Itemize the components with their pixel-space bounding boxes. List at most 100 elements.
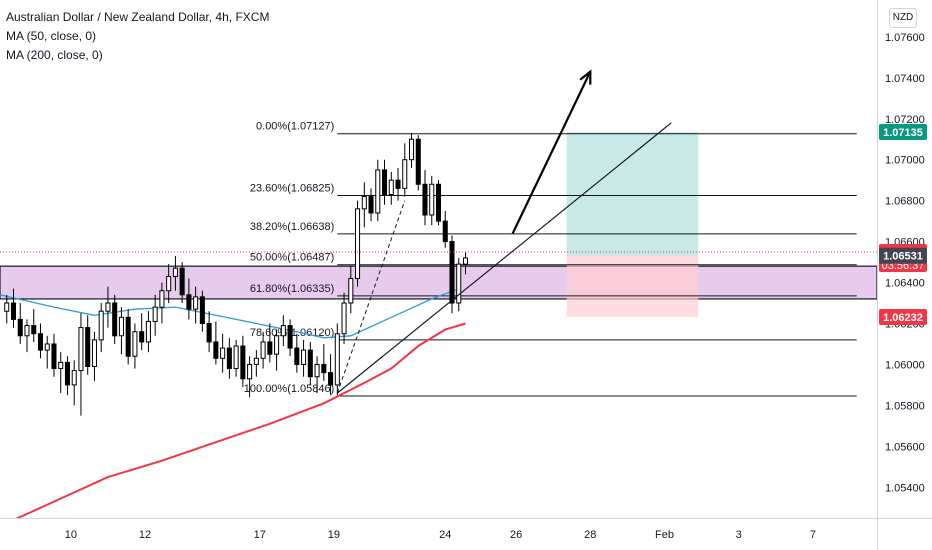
candle-body bbox=[422, 183, 428, 216]
candle-body bbox=[280, 325, 286, 337]
candle-body bbox=[415, 138, 421, 185]
support-zone-rect bbox=[0, 265, 878, 300]
fib-level-label: 100.00%(1.05846) bbox=[244, 383, 335, 395]
candle-body bbox=[361, 196, 367, 210]
candle-body bbox=[226, 347, 232, 370]
candle-body bbox=[274, 335, 280, 355]
candle-body bbox=[456, 263, 462, 304]
candle-body bbox=[166, 275, 172, 292]
trendline bbox=[336, 122, 672, 394]
candle-body bbox=[105, 302, 111, 312]
candle-body bbox=[186, 294, 192, 310]
candle-body bbox=[78, 327, 84, 372]
fib-level-label: 38.20%(1.06638) bbox=[250, 221, 334, 233]
candle-body bbox=[98, 310, 104, 341]
y-tick-label: 1.06000 bbox=[885, 359, 925, 371]
y-tick-label: 1.06400 bbox=[885, 278, 925, 290]
drawings[interactable] bbox=[0, 69, 877, 394]
candle-body bbox=[253, 357, 259, 365]
candle-body bbox=[314, 363, 320, 378]
candle-body bbox=[395, 179, 401, 189]
candle-body bbox=[294, 347, 300, 365]
ma50-legend[interactable]: MA (50, close, 0) bbox=[6, 29, 97, 43]
candle-body bbox=[348, 277, 354, 304]
candle-body bbox=[64, 361, 70, 386]
x-tick-label: 17 bbox=[254, 529, 266, 541]
y-tick-label: 1.05400 bbox=[885, 482, 925, 494]
fib-level-label: 50.00%(1.06487) bbox=[250, 252, 334, 264]
price-badge-value: 1.06531 bbox=[883, 251, 923, 263]
candle-body bbox=[4, 302, 10, 312]
price-badge-value: 1.06232 bbox=[883, 312, 923, 324]
candle-body bbox=[247, 363, 253, 380]
ma200-legend[interactable]: MA (200, close, 0) bbox=[6, 48, 103, 62]
x-tick-label: Feb bbox=[655, 529, 674, 541]
candle-body bbox=[233, 345, 239, 370]
y-tick-label: 1.07000 bbox=[885, 155, 925, 167]
x-tick-label: 3 bbox=[736, 529, 742, 541]
price-badge-value: 1.07135 bbox=[883, 127, 923, 139]
support-zone bbox=[0, 265, 878, 300]
candle-body bbox=[159, 290, 165, 308]
candle-body bbox=[71, 370, 77, 386]
candle-body bbox=[206, 322, 212, 343]
price-badge bbox=[879, 247, 927, 264]
candle-body bbox=[328, 372, 334, 386]
x-tick-label: 7 bbox=[810, 529, 816, 541]
candle-body bbox=[341, 302, 347, 335]
candle-body bbox=[44, 343, 50, 351]
candle-body bbox=[287, 325, 293, 349]
symbol-title[interactable]: Australian Dollar / New Zealand Dollar, … bbox=[6, 10, 270, 24]
candle-body bbox=[260, 341, 266, 359]
x-tick-label: 12 bbox=[139, 529, 151, 541]
ma200-path bbox=[0, 322, 466, 528]
candle-body bbox=[355, 208, 361, 279]
candle-body bbox=[10, 302, 17, 320]
candle-body bbox=[267, 341, 273, 355]
candle-body bbox=[193, 296, 199, 310]
x-tick-label: 10 bbox=[65, 529, 77, 541]
price-axis-bg bbox=[877, 0, 932, 550]
candles bbox=[4, 133, 469, 416]
fib-level-label: 23.60%(1.06825) bbox=[250, 183, 334, 195]
y-tick-label: 1.07600 bbox=[885, 32, 925, 44]
candle-body bbox=[125, 316, 131, 357]
candle-body bbox=[334, 333, 340, 386]
y-tick-label: 1.07400 bbox=[885, 73, 925, 85]
candle-body bbox=[51, 343, 57, 370]
candle-body bbox=[152, 306, 158, 322]
candle-body bbox=[388, 179, 394, 196]
candle-body bbox=[449, 241, 455, 304]
y-tick-label: 1.06800 bbox=[885, 196, 925, 208]
x-tick-label: 26 bbox=[510, 529, 522, 541]
y-tick-label: 1.07200 bbox=[885, 114, 925, 126]
time-axis-bg bbox=[0, 518, 932, 550]
fib-level-label: 61.80%(1.06335) bbox=[250, 283, 334, 295]
candle-body bbox=[462, 257, 469, 265]
candle-body bbox=[301, 349, 307, 365]
chart-legend: Australian Dollar / New Zealand Dollar, … bbox=[6, 8, 269, 65]
arrow-head-icon bbox=[579, 69, 592, 85]
long-position-tool[interactable] bbox=[566, 132, 699, 317]
candle-body bbox=[118, 316, 124, 337]
candle-body bbox=[321, 363, 327, 374]
candle-body bbox=[220, 347, 226, 359]
candle-body bbox=[179, 267, 185, 296]
candle-body bbox=[112, 302, 118, 337]
candle-body bbox=[139, 331, 145, 343]
price-badge bbox=[879, 308, 927, 325]
x-tick-label: 24 bbox=[439, 529, 451, 541]
y-tick-label: 1.05800 bbox=[885, 400, 925, 412]
candle-body bbox=[307, 349, 313, 378]
candle-body bbox=[37, 333, 44, 351]
candle-body bbox=[91, 339, 97, 367]
candle-body bbox=[172, 267, 178, 277]
x-tick-label: 19 bbox=[328, 529, 340, 541]
candle-body bbox=[435, 183, 442, 222]
candle-body bbox=[442, 220, 448, 243]
position-stop-area bbox=[566, 255, 699, 317]
candle-body bbox=[368, 196, 374, 214]
currency-badge[interactable]: NZD bbox=[889, 8, 917, 28]
